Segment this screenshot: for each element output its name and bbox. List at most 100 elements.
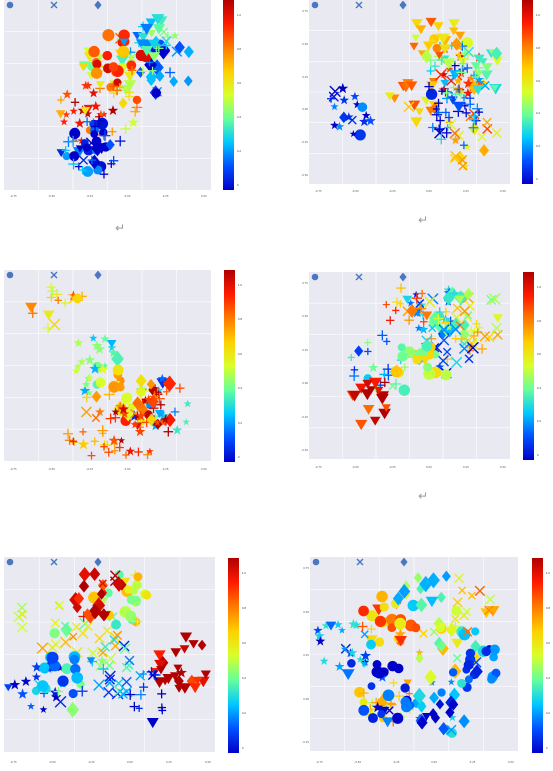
scatter-point	[124, 655, 135, 666]
scatter-point	[374, 386, 384, 395]
scatter-point	[333, 620, 343, 629]
scatter-point	[42, 322, 54, 334]
x-tick-label: -0.50	[49, 761, 56, 764]
scatter-point	[330, 102, 339, 111]
scatter-point	[82, 392, 92, 403]
scatter-point	[118, 97, 128, 109]
scatter-point	[374, 615, 387, 628]
scatter-point	[480, 70, 493, 81]
scatter-point	[407, 599, 419, 612]
scatter-point	[404, 315, 414, 325]
scatter-point	[449, 127, 461, 139]
legend-marker	[50, 1, 58, 9]
scatter-point	[146, 378, 156, 390]
scatter-point	[71, 622, 82, 632]
x-tick-label: 0.50	[500, 190, 506, 193]
scatter-point	[484, 605, 494, 616]
scatter-point	[362, 405, 375, 415]
scatter-point	[352, 100, 362, 109]
colorbar-tick-label: 0.8	[546, 607, 550, 610]
scatter-point	[427, 572, 440, 589]
scatter-point	[475, 108, 484, 117]
scatter-point	[100, 443, 108, 451]
scatter-point	[455, 31, 466, 41]
scatter-point	[75, 145, 85, 153]
scatter-point	[16, 602, 28, 613]
scatter-point	[102, 50, 113, 61]
scatter-point	[90, 67, 103, 79]
colorbar-tick-label: 1.0	[237, 14, 241, 17]
scatter-point	[131, 580, 142, 590]
colorbar-tick-label: 1.0	[537, 286, 541, 289]
scatter-point	[462, 77, 475, 89]
x-tick-label: 0.25	[469, 761, 476, 764]
colorbar-tick-label: 1.0	[546, 572, 550, 575]
legend-marker-icon	[94, 271, 102, 280]
colorbar-tick-label: 0.8	[242, 607, 246, 610]
scatter-point	[69, 654, 80, 665]
scatter-point	[456, 88, 467, 100]
scatter-point	[56, 149, 66, 158]
colorbar	[523, 272, 534, 460]
legend-marker-icon	[50, 1, 58, 9]
scatter-point	[408, 100, 421, 111]
scatter-point	[435, 68, 447, 81]
scatter-point	[441, 570, 451, 582]
scatter-point	[438, 84, 450, 95]
scatter-point	[379, 602, 389, 612]
scatter-point	[406, 299, 415, 307]
scatter-point	[70, 127, 80, 137]
scatter-point	[163, 388, 171, 396]
scatter-point	[463, 46, 475, 58]
scatter-point	[73, 338, 84, 348]
scatter-point	[449, 27, 459, 36]
scatter-point	[479, 331, 491, 342]
scatter-point	[90, 130, 99, 139]
scatter-point	[70, 663, 81, 675]
scatter-point	[377, 330, 388, 341]
scatter-point	[80, 107, 91, 116]
legend-marker-icon	[312, 558, 320, 566]
scatter-point	[31, 661, 42, 672]
scatter-point	[98, 648, 108, 658]
colorbar-tick-label: 0.4	[546, 677, 550, 680]
scatter-point	[118, 640, 130, 652]
scatter-point	[70, 438, 78, 447]
scatter-point	[82, 166, 94, 177]
scatter-point	[444, 323, 456, 338]
legend-marker-icon	[94, 558, 102, 567]
scatter-point	[439, 325, 449, 334]
scatter-point	[17, 688, 29, 699]
scatter-svg	[310, 557, 518, 751]
colorbar-tick-label: 0.2	[546, 712, 550, 715]
scatter-point	[13, 611, 25, 623]
scatter-point	[485, 594, 496, 605]
scatter-point	[367, 624, 376, 634]
scatter-point	[441, 108, 450, 117]
scatter-point	[111, 350, 124, 367]
scatter-point	[140, 23, 154, 35]
scatter-point	[94, 633, 105, 644]
legend-marker-icon	[311, 1, 319, 9]
scatter-point	[179, 632, 193, 643]
scatter-point	[85, 373, 95, 382]
scatter-point	[492, 314, 503, 323]
scatter-point	[133, 572, 143, 582]
scatter-point	[367, 682, 376, 691]
scatter-point	[425, 596, 439, 608]
scatter-point	[358, 605, 369, 617]
scatter-point	[50, 618, 61, 628]
scatter-point	[415, 108, 424, 116]
scatter-point	[474, 63, 484, 73]
scatter-point	[434, 98, 443, 108]
scatter-point	[122, 451, 130, 459]
scatter-point	[96, 109, 106, 119]
scatter-point	[152, 24, 166, 35]
scatter-point	[46, 292, 56, 303]
scatter-point	[118, 403, 129, 414]
scatter-point	[162, 673, 175, 684]
scatter-point	[315, 636, 326, 646]
scatter-point	[78, 566, 91, 582]
scatter-point	[382, 689, 395, 702]
x-tick-label: -0.75	[315, 190, 322, 193]
